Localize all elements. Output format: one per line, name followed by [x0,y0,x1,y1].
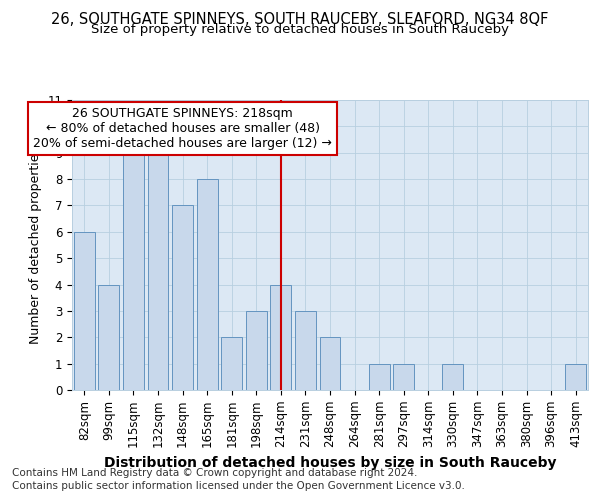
Text: 26, SOUTHGATE SPINNEYS, SOUTH RAUCEBY, SLEAFORD, NG34 8QF: 26, SOUTHGATE SPINNEYS, SOUTH RAUCEBY, S… [52,12,548,28]
Bar [565,364,586,390]
Bar [123,152,144,390]
Bar [393,364,414,390]
Bar [368,364,389,390]
Text: Contains public sector information licensed under the Open Government Licence v3: Contains public sector information licen… [12,481,465,491]
Bar [271,284,292,390]
Text: Size of property relative to detached houses in South Rauceby: Size of property relative to detached ho… [91,22,509,36]
Bar [295,311,316,390]
Bar [442,364,463,390]
Bar [246,311,267,390]
Bar [197,179,218,390]
Text: 26 SOUTHGATE SPINNEYS: 218sqm
← 80% of detached houses are smaller (48)
20% of s: 26 SOUTHGATE SPINNEYS: 218sqm ← 80% of d… [33,106,332,150]
X-axis label: Distribution of detached houses by size in South Rauceby: Distribution of detached houses by size … [104,456,556,469]
Bar [221,338,242,390]
Bar [320,338,340,390]
Bar [98,284,119,390]
Bar [148,152,169,390]
Bar [172,206,193,390]
Y-axis label: Number of detached properties: Number of detached properties [29,146,42,344]
Bar [74,232,95,390]
Text: Contains HM Land Registry data © Crown copyright and database right 2024.: Contains HM Land Registry data © Crown c… [12,468,418,477]
